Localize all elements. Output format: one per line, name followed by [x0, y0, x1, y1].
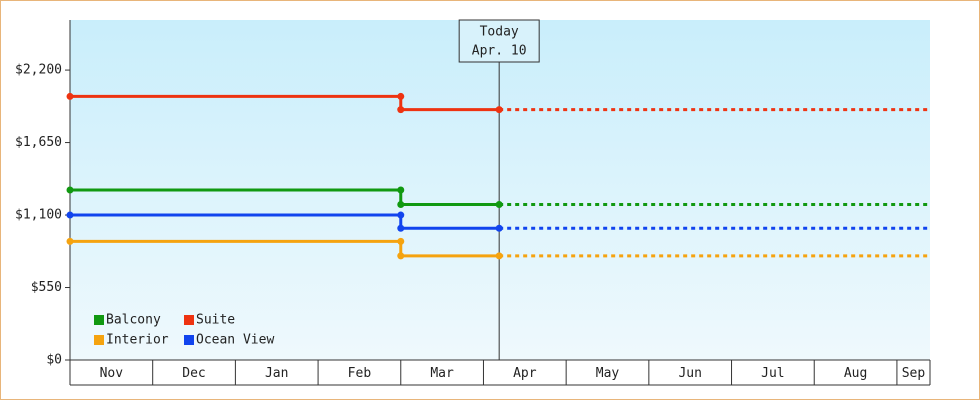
legend-swatch: [94, 335, 104, 345]
x-tick-label: Sep: [902, 366, 926, 381]
x-tick-label: Mar: [430, 366, 454, 381]
legend-swatch: [184, 315, 194, 325]
x-tick-label: Apr: [513, 366, 537, 381]
y-tick-label: $1,100: [15, 208, 62, 223]
x-tick-label: Dec: [182, 366, 205, 381]
point: [397, 92, 405, 100]
point: [66, 92, 74, 100]
series-line: [70, 239, 500, 258]
point: [397, 211, 405, 219]
x-tick-label: May: [596, 366, 620, 381]
point: [495, 106, 503, 114]
point: [397, 252, 405, 260]
point: [397, 237, 405, 245]
point: [397, 106, 405, 114]
today-box: [458, 19, 540, 63]
y-tick-label: $2,200: [15, 63, 62, 78]
y-tick-label: $0: [46, 353, 62, 368]
y-tick-label: $1,650: [15, 135, 62, 150]
point: [66, 237, 74, 245]
legend-label: Suite: [196, 313, 235, 328]
legend-label: Ocean View: [196, 333, 274, 348]
x-tick-label: Jun: [678, 366, 701, 381]
today-label: Apr. 10: [472, 44, 527, 59]
legend-swatch: [94, 315, 104, 325]
x-tick-label: Nov: [100, 366, 124, 381]
point: [495, 224, 503, 232]
legend-label: Balcony: [106, 313, 161, 328]
x-tick-label: Feb: [348, 366, 372, 381]
x-tick-label: Aug: [844, 366, 867, 381]
y-tick-label: $550: [31, 280, 62, 295]
x-tick-label: Jan: [265, 366, 288, 381]
point: [66, 211, 74, 219]
legend-label: Interior: [106, 333, 169, 348]
point: [495, 200, 503, 208]
point: [397, 200, 405, 208]
point: [397, 186, 405, 194]
today-label: Today: [480, 25, 519, 40]
point: [397, 224, 405, 232]
series-line: [70, 94, 500, 112]
point: [66, 186, 74, 194]
series-line: [70, 213, 500, 230]
point: [495, 252, 503, 260]
legend-swatch: [184, 335, 194, 345]
series-line: [70, 188, 500, 206]
x-tick-label: Jul: [761, 366, 784, 381]
